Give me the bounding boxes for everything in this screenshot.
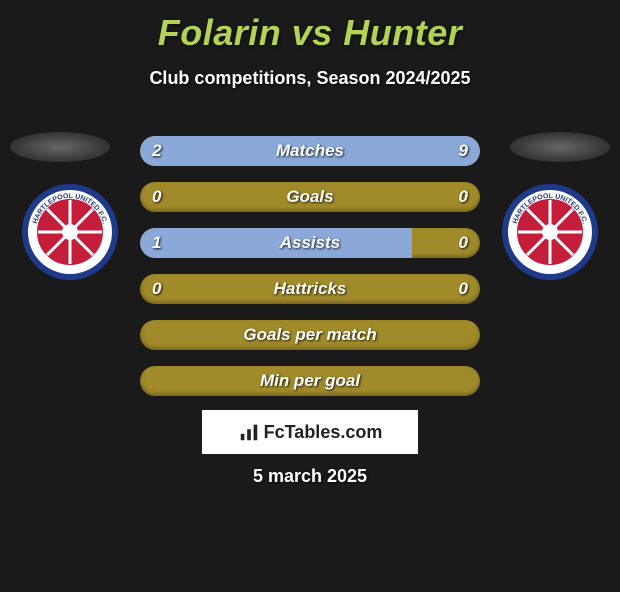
bar-label: Goals per match <box>140 320 480 350</box>
player-shadow-left <box>10 132 110 162</box>
bar-label: Goals <box>140 182 480 212</box>
comparison-bars: 29Matches 00Goals 10Assists 00Hattricks Goal… <box>140 136 480 412</box>
stat-bar: Min per goal <box>140 366 480 396</box>
hartlepool-badge-icon: HARTLEPOOL UNITED F.C. <box>500 182 600 282</box>
bar-label: Matches <box>140 136 480 166</box>
chart-icon <box>238 421 260 443</box>
brand-logo: FcTables.com <box>202 410 418 454</box>
bar-label: Min per goal <box>140 366 480 396</box>
stat-bar: 00Goals <box>140 182 480 212</box>
stat-bar: 10Assists <box>140 228 480 258</box>
brand-text: FcTables.com <box>264 422 383 443</box>
player-shadow-right <box>510 132 610 162</box>
page-subtitle: Club competitions, Season 2024/2025 <box>0 68 620 89</box>
stat-bar: 29Matches <box>140 136 480 166</box>
page-title: Folarin vs Hunter <box>0 12 620 54</box>
stat-bar: 00Hattricks <box>140 274 480 304</box>
hartlepool-badge-icon: HARTLEPOOL UNITED F.C. <box>20 182 120 282</box>
footer-date: 5 march 2025 <box>0 466 620 487</box>
stat-bar: Goals per match <box>140 320 480 350</box>
bar-label: Hattricks <box>140 274 480 304</box>
club-badge-right: HARTLEPOOL UNITED F.C. <box>500 182 600 282</box>
club-badge-left: HARTLEPOOL UNITED F.C. <box>20 182 120 282</box>
bar-label: Assists <box>140 228 480 258</box>
